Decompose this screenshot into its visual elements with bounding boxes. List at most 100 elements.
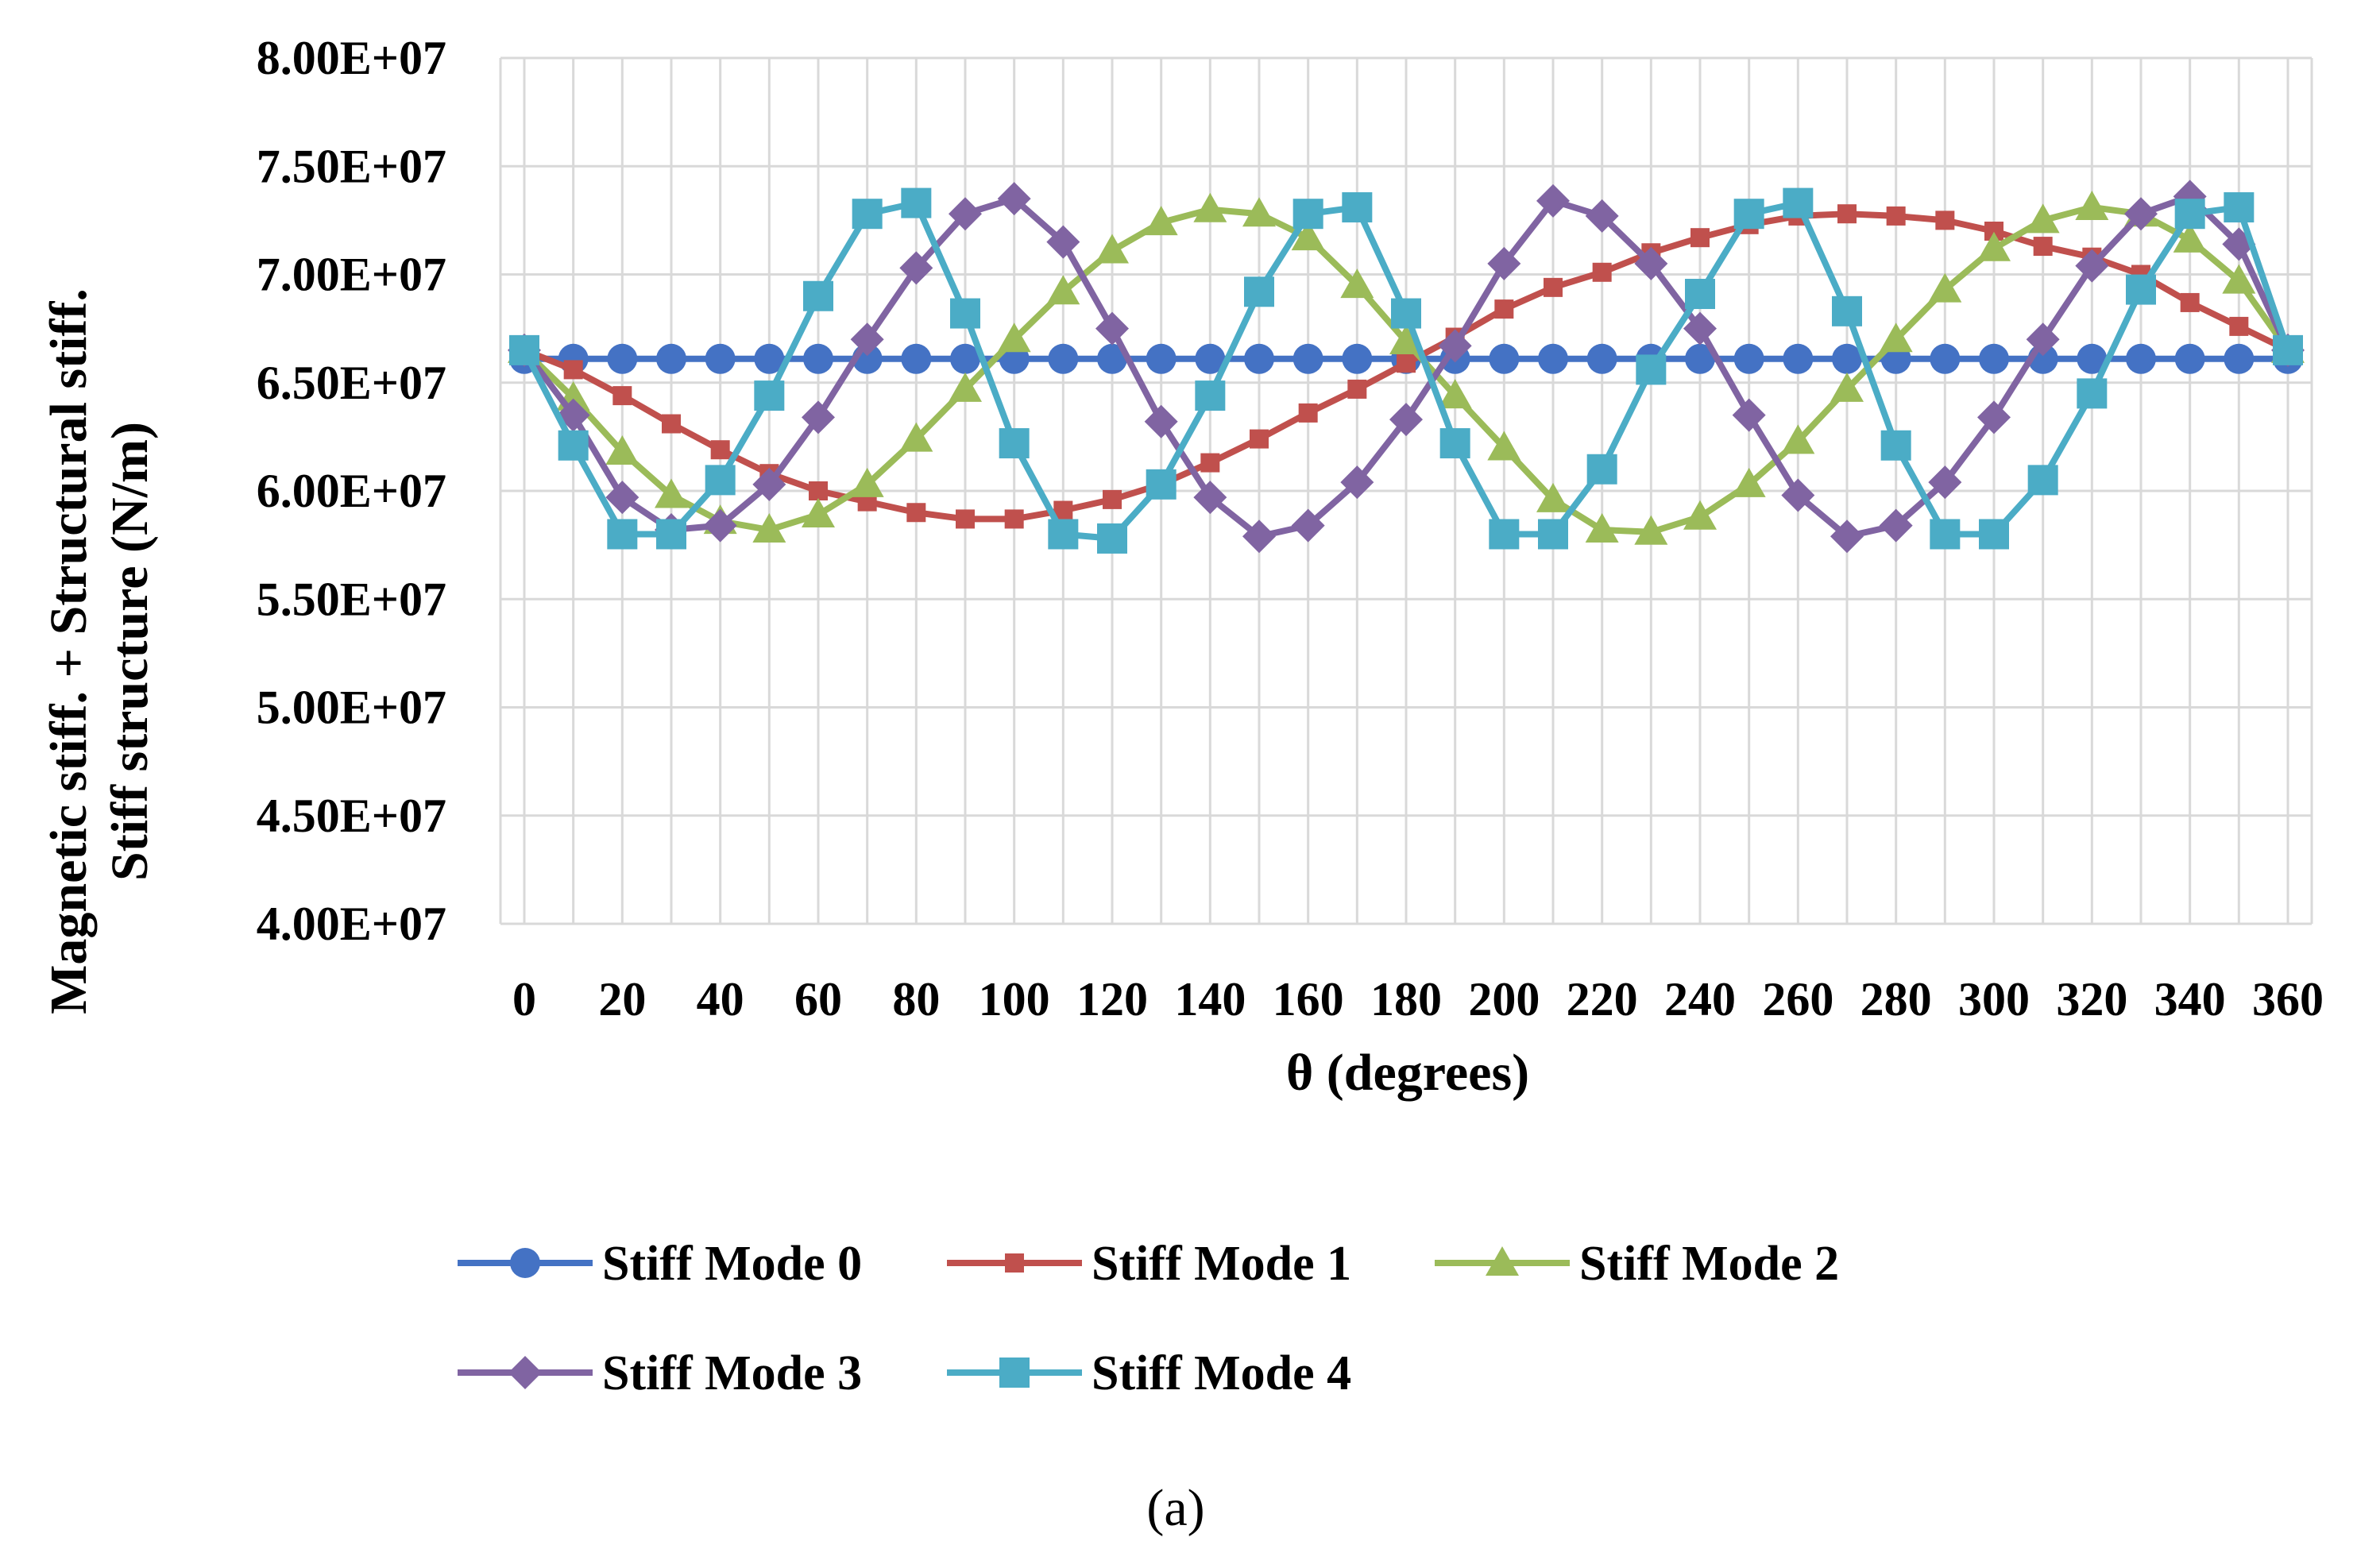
data-point xyxy=(1977,231,2011,261)
data-point xyxy=(607,343,638,374)
data-point xyxy=(950,343,980,374)
data-point xyxy=(2126,343,2156,374)
x-tick-label: 60 xyxy=(794,973,842,1025)
legend-swatch-marker xyxy=(1005,1253,1024,1273)
data-point xyxy=(1837,204,1857,224)
data-point xyxy=(752,513,786,543)
data-point xyxy=(1536,482,1570,512)
data-point xyxy=(997,322,1031,353)
data-point xyxy=(1592,262,1612,282)
data-point xyxy=(703,508,737,543)
data-point xyxy=(1195,343,1226,374)
data-point xyxy=(1250,429,1269,449)
data-point xyxy=(655,478,688,508)
data-point xyxy=(1489,343,1520,374)
data-point xyxy=(710,440,730,460)
data-point xyxy=(1928,272,1962,303)
data-point xyxy=(563,360,583,380)
data-point xyxy=(605,434,639,465)
data-point xyxy=(1494,299,1514,319)
data-point xyxy=(1347,379,1367,399)
data-point xyxy=(1046,225,1080,259)
data-point xyxy=(1340,268,1374,299)
legend-label: Stiff Mode 3 xyxy=(602,1346,862,1400)
data-point xyxy=(2224,343,2255,374)
y-tick-labels: 4.00E+07 4.50E+07 5.00E+07 5.50E+07 6.00E+07… xyxy=(257,32,446,950)
data-point xyxy=(1048,519,1079,550)
data-point xyxy=(2180,292,2200,312)
data-point xyxy=(899,251,933,285)
data-point xyxy=(1979,343,2009,374)
data-point xyxy=(1200,453,1220,473)
data-point xyxy=(901,187,932,218)
data-point xyxy=(949,372,982,402)
data-point xyxy=(1544,277,1563,297)
legend-label: Stiff Mode 2 xyxy=(1579,1237,1839,1291)
data-point xyxy=(1979,519,2009,550)
data-point xyxy=(2077,343,2108,374)
x-tick-labels: 0 20 40 60 80 100 120 140 160 180 200 220 240 260 280 3… xyxy=(512,973,2324,1025)
data-point xyxy=(1928,465,1962,500)
data-point xyxy=(1536,183,1570,218)
data-point xyxy=(1783,187,1814,218)
data-point xyxy=(754,343,785,374)
data-point xyxy=(1291,508,1325,543)
data-point xyxy=(1292,343,1323,374)
legend-label: Stiff Mode 1 xyxy=(1092,1237,1351,1291)
data-point xyxy=(2174,199,2205,230)
data-point xyxy=(1489,519,1520,550)
data-point xyxy=(2026,203,2060,234)
series-4 xyxy=(509,187,2303,554)
x-tick-label: 280 xyxy=(1860,973,1932,1025)
y-tick-label: 6.50E+07 xyxy=(257,357,446,409)
data-point xyxy=(2174,343,2205,374)
data-point xyxy=(2124,197,2158,231)
data-point xyxy=(1389,403,1423,437)
data-point xyxy=(509,334,539,365)
x-tick-label: 320 xyxy=(2056,973,2127,1025)
data-point xyxy=(1292,199,1323,230)
data-point xyxy=(1004,509,1024,529)
data-point xyxy=(1146,343,1177,374)
data-point xyxy=(1242,519,1276,554)
data-point xyxy=(656,519,686,550)
data-point xyxy=(1879,322,1913,353)
x-tick-label: 0 xyxy=(512,973,536,1025)
y-tick-label: 4.50E+07 xyxy=(257,790,446,842)
data-point xyxy=(1690,228,1710,248)
data-point xyxy=(2222,264,2256,294)
data-point xyxy=(1097,343,1127,374)
data-point xyxy=(1586,454,1617,485)
data-point xyxy=(802,497,835,527)
x-tick-label: 360 xyxy=(2252,973,2324,1025)
data-point xyxy=(1930,519,1961,550)
data-point xyxy=(1340,465,1374,500)
data-point xyxy=(607,519,638,550)
series-group xyxy=(508,180,2305,554)
data-point xyxy=(656,343,686,374)
legend-swatch-marker xyxy=(508,1356,542,1389)
data-point xyxy=(1095,234,1129,264)
data-point xyxy=(1438,329,1472,363)
data-point xyxy=(850,322,884,357)
data-point xyxy=(1685,279,1715,310)
data-point xyxy=(949,197,982,231)
x-tick-label: 220 xyxy=(1567,973,1638,1025)
data-point xyxy=(2027,465,2058,496)
data-point xyxy=(1880,430,1911,461)
data-point xyxy=(752,467,786,501)
data-point xyxy=(1585,513,1619,543)
data-point xyxy=(1342,192,1373,223)
data-point xyxy=(1783,343,1814,374)
data-point xyxy=(1538,519,1568,550)
data-point xyxy=(1586,343,1617,374)
data-point xyxy=(1683,311,1717,346)
data-point xyxy=(558,430,589,461)
data-point xyxy=(1291,221,1325,251)
data-point xyxy=(2075,191,2109,221)
data-point xyxy=(803,280,833,311)
data-point xyxy=(605,481,639,515)
x-tick-label: 100 xyxy=(979,973,1050,1025)
y-tick-label: 4.00E+07 xyxy=(257,898,446,950)
data-point xyxy=(1397,353,1416,373)
